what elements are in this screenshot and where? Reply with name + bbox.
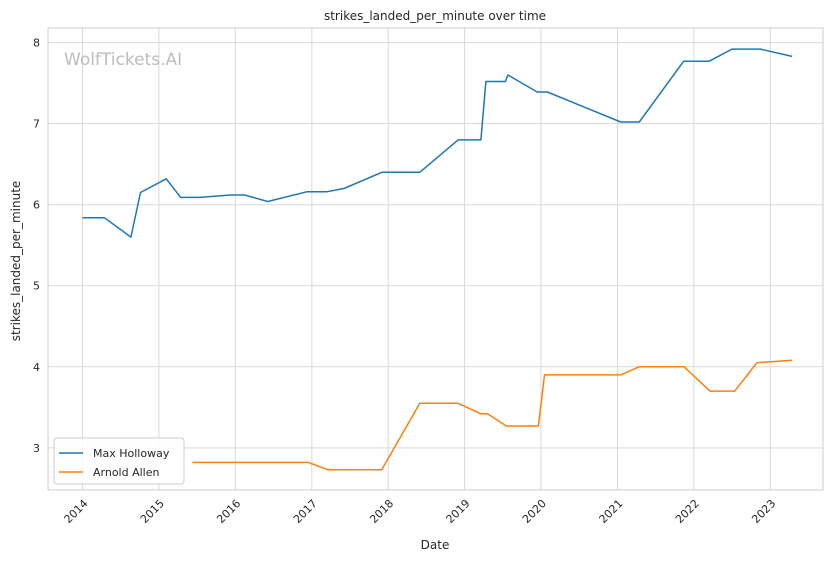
x-tick-label: 2015 — [138, 497, 167, 526]
series-line-0 — [82, 48, 793, 238]
x-tick-label: 2021 — [597, 497, 626, 526]
y-tick-label: 7 — [33, 118, 40, 131]
plot-area-frame — [47, 27, 824, 491]
series-line-1 — [192, 359, 793, 471]
x-tick-label: 2014 — [62, 497, 91, 526]
x-axis-title: Date — [421, 538, 450, 552]
y-tick-label: 6 — [33, 199, 40, 212]
legend-label-1: Arnold Allen — [93, 466, 159, 479]
x-tick-label: 2022 — [673, 497, 702, 526]
y-tick-label: 8 — [33, 37, 40, 50]
x-tick-label: 2020 — [520, 497, 549, 526]
x-tick-label: 2018 — [367, 497, 396, 526]
legend-box — [53, 437, 185, 485]
y-tick-labels: 3 4 5 6 7 8 — [33, 37, 40, 455]
grid-lines — [48, 28, 823, 490]
series-lines — [82, 48, 793, 471]
legend-label-0: Max Holloway — [93, 447, 170, 460]
x-tick-label: 2023 — [749, 497, 778, 526]
y-tick-label: 4 — [33, 361, 40, 374]
chart-title: strikes_landed_per_minute over time — [324, 9, 546, 23]
watermark-text: WolfTickets.AI — [64, 50, 182, 70]
y-axis-title: strikes_landed_per_minute — [9, 181, 23, 342]
legend: Max Holloway Arnold Allen — [53, 437, 185, 485]
x-tick-label: 2019 — [444, 497, 473, 526]
x-tick-labels: 2014 2015 2016 2017 2018 2019 2020 2021 2022 2023 — [62, 497, 779, 526]
y-tick-label: 3 — [33, 442, 40, 455]
y-tick-label: 5 — [33, 280, 40, 293]
x-tick-label: 2017 — [291, 497, 320, 526]
x-tick-label: 2016 — [214, 497, 243, 526]
